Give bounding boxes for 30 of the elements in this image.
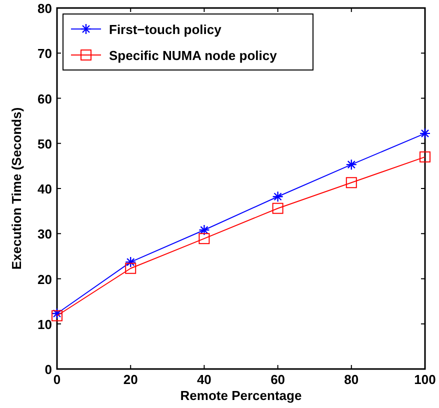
- point: [52, 310, 62, 322]
- point: [125, 262, 136, 274]
- y-tick-label: 30: [38, 226, 52, 242]
- point: [346, 177, 357, 188]
- y-tick-label: 40: [38, 182, 52, 196]
- y-tick-label: 20: [38, 272, 52, 287]
- point: [346, 158, 357, 170]
- y-axis-title: Execution Time (Seconds): [9, 107, 24, 270]
- x-tick-label: 40: [196, 372, 212, 387]
- point: [272, 202, 284, 214]
- point: [198, 233, 210, 244]
- x-tick-label: 20: [123, 372, 138, 387]
- x-tick-label: 80: [344, 372, 359, 387]
- y-tick-label: 10: [38, 316, 52, 332]
- y-tick-label: 60: [38, 91, 52, 106]
- legend-label: First−touch policy: [109, 22, 222, 37]
- point: [419, 128, 431, 140]
- x-tick-label: 100: [414, 372, 436, 387]
- x-axis-title: Remote Percentage: [180, 388, 302, 403]
- y-tick-label: 50: [38, 136, 52, 152]
- legend-label: Specific NUMA node policy: [109, 48, 278, 63]
- point: [420, 151, 430, 162]
- point: [51, 308, 63, 320]
- x-tick-label: 60: [270, 372, 286, 387]
- y-tick-label: 80: [38, 1, 52, 16]
- y-tick-label: 70: [38, 46, 52, 62]
- y-tick-label: 0: [44, 362, 52, 377]
- point: [198, 224, 210, 236]
- point: [125, 256, 136, 268]
- point: [272, 191, 284, 202]
